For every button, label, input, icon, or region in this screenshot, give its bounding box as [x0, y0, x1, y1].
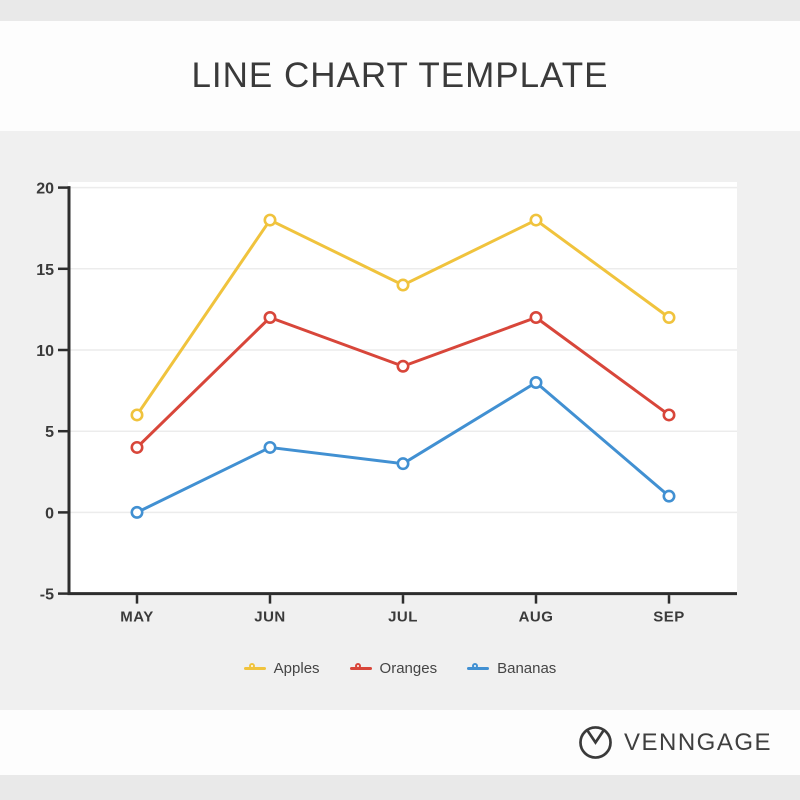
venngage-logo-icon — [579, 726, 612, 759]
legend-item-apples: Apples — [243, 659, 320, 677]
apples-data-point — [130, 408, 144, 422]
chart-section: 20 15 10 5 0 -5 MAY JUN JUL AUG SEP Apples Oranges B… — [0, 131, 800, 710]
apples-data-point — [396, 278, 410, 292]
bottom-border-band — [0, 775, 800, 800]
x-axis-label: AUG — [519, 609, 554, 626]
y-axis-label: 5 — [45, 424, 54, 441]
oranges-data-point — [130, 440, 144, 454]
y-axis-label: -5 — [40, 587, 54, 604]
plot-area — [68, 182, 737, 594]
oranges-data-point — [263, 311, 277, 325]
bananas-data-point — [529, 375, 543, 389]
oranges-data-point — [396, 359, 410, 373]
oranges-data-point — [529, 311, 543, 325]
y-axis-label: 0 — [45, 505, 54, 522]
brand-name: VENNGAGE — [623, 728, 772, 756]
bananas-data-point — [263, 440, 277, 454]
legend-item-bananas: Bananas — [467, 660, 556, 677]
legend-label: Apples — [273, 659, 320, 677]
legend-item-oranges: Oranges — [349, 659, 438, 677]
top-border-band — [0, 0, 800, 21]
oranges-legend-marker-icon — [349, 662, 372, 675]
footer: VENNGAGE — [0, 710, 800, 775]
bananas-data-point — [662, 489, 676, 503]
x-axis-label: SEP — [653, 609, 685, 626]
x-axis-label: JUN — [254, 609, 286, 626]
oranges-data-point — [662, 408, 676, 422]
x-axis-label: JUL — [388, 609, 418, 626]
apples-data-point — [662, 311, 676, 325]
bananas-data-point — [130, 505, 144, 519]
bananas-legend-marker-icon — [467, 662, 490, 675]
legend-label: Oranges — [379, 659, 438, 677]
page-title: LINE CHART TEMPLATE — [191, 56, 609, 95]
legend-label: Bananas — [497, 659, 557, 677]
y-axis-label: 20 — [36, 181, 54, 198]
y-axis-label: 10 — [36, 343, 54, 360]
apples-data-point — [529, 213, 543, 227]
apples-data-point — [263, 213, 277, 227]
apples-legend-marker-icon — [243, 662, 266, 675]
title-band: LINE CHART TEMPLATE — [0, 21, 800, 131]
chart-legend: Apples Oranges Bananas — [0, 658, 800, 678]
line-chart: 20 15 10 5 0 -5 MAY JUN JUL AUG SEP — [36, 181, 737, 626]
y-axis-label: 15 — [36, 262, 54, 279]
x-axis-label: MAY — [120, 609, 153, 626]
bananas-data-point — [396, 457, 410, 471]
